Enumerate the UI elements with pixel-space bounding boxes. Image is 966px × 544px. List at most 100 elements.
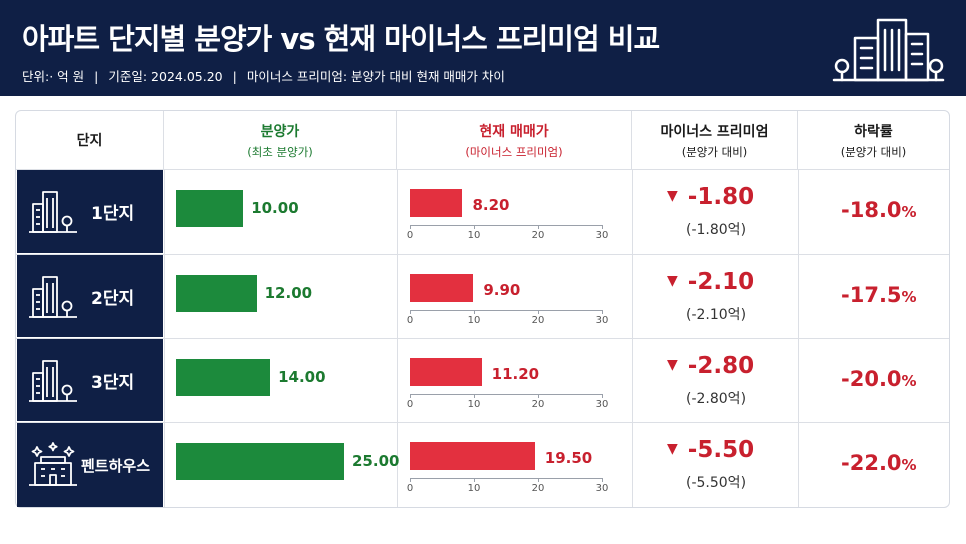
drop-rate-number: -18.0 <box>841 198 902 222</box>
presale-value: 14.00 <box>278 368 326 386</box>
presale-bar <box>176 359 271 396</box>
current-price-bar <box>410 189 463 217</box>
building-icon <box>27 273 79 325</box>
minus-premium-value: ▼ -2.80 <box>667 353 787 379</box>
col-header-premium: 마이너스 프리미엄 (분양가 대비) <box>632 111 798 169</box>
drop-rate: -22.0% <box>841 451 917 475</box>
drop-rate-number: -20.0 <box>841 367 902 391</box>
axis-tick-label: 30 <box>595 230 609 241</box>
col-header-current: 현재 매매가 (마이너스 프리미엄) <box>397 111 632 169</box>
subtitle: 단위:· 억 원 | 기준일: 2024.05.20 | 마이너스 프리미엄: 분양가 … <box>22 69 505 84</box>
axis-tick <box>474 394 475 398</box>
percent-sign: % <box>901 456 917 474</box>
minus-premium-value: ▼ -5.50 <box>667 437 787 463</box>
current-axis-line <box>410 394 602 395</box>
drop-rate-number: -22.0 <box>841 451 902 475</box>
drop-rate-number: -17.5 <box>841 283 902 307</box>
current-price-bar <box>410 274 474 302</box>
presale-value: 25.00 <box>352 452 400 470</box>
presale-bar <box>176 275 257 312</box>
axis-tick-label: 0 <box>406 483 414 494</box>
complex-name: 3단지 <box>91 372 135 393</box>
minus-premium-subtext: (-5.50억) <box>686 475 747 491</box>
axis-tick-label: 30 <box>595 399 609 410</box>
axis-tick-label: 10 <box>467 399 481 410</box>
page-title: 아파트 단지별 분양가 vs 현재 마이너스 프리미엄 비교 <box>22 22 660 56</box>
axis-tick-label: 20 <box>531 399 545 410</box>
current-price-value: 8.20 <box>472 196 510 214</box>
col-header-rate: 하락률 (분양가 대비) <box>840 123 907 159</box>
minus-premium-subtext: (-2.10억) <box>686 307 747 323</box>
complex-cell: 1단지 <box>17 170 163 253</box>
col-header-complex: 단지 <box>16 111 164 169</box>
date-label: 기준일: 2024.05.20 <box>108 69 223 84</box>
drop-rate: -18.0% <box>841 198 917 222</box>
unit-label: 단위:· 억 원 <box>22 69 85 84</box>
header: 아파트 단지별 분양가 vs 현재 마이너스 프리미엄 비교 단위:· 억 원 |… <box>0 0 966 96</box>
building-icon <box>27 357 79 409</box>
current-price-bar <box>410 358 482 386</box>
row-divider <box>16 169 949 170</box>
axis-tick <box>538 478 539 482</box>
down-arrow-icon: ▼ <box>667 441 678 457</box>
axis-tick <box>538 225 539 229</box>
minus-premium-subtext: (-1.80억) <box>686 222 747 238</box>
presale-bar <box>176 190 244 227</box>
current-price-bar <box>410 442 535 470</box>
percent-sign: % <box>901 203 917 221</box>
axis-tick <box>410 225 411 229</box>
axis-tick <box>410 310 411 314</box>
axis-tick <box>538 394 539 398</box>
current-price-value: 9.90 <box>483 281 521 299</box>
definition-label: 마이너스 프리미엄: 분양가 대비 현재 매매가 차이 <box>246 69 505 84</box>
current-axis-line <box>410 478 602 479</box>
axis-tick-label: 20 <box>531 315 545 326</box>
axis-tick <box>474 478 475 482</box>
axis-tick <box>538 310 539 314</box>
current-axis-line <box>410 310 602 311</box>
comparison-table: 단지 분양가 (최초 분양가) 현재 매매가 (마이너스 프리미엄) 마이너스 … <box>15 110 950 508</box>
axis-tick <box>602 394 603 398</box>
row-divider <box>16 254 949 255</box>
current-price-value: 19.50 <box>544 449 593 467</box>
axis-tick-label: 30 <box>595 483 609 494</box>
row-divider <box>16 422 949 423</box>
penthouse-icon <box>27 441 79 493</box>
complex-name: 2단지 <box>91 288 135 309</box>
axis-tick-label: 10 <box>467 483 481 494</box>
down-arrow-icon: ▼ <box>667 357 678 373</box>
minus-premium-subtext: (-2.80억) <box>686 391 747 407</box>
minus-premium-number: -2.80 <box>687 353 755 379</box>
presale-bar <box>176 443 344 480</box>
axis-tick <box>474 310 475 314</box>
minus-premium-number: -5.50 <box>687 437 755 463</box>
building-icon <box>27 188 79 240</box>
minus-premium-value: ▼ -2.10 <box>667 269 787 295</box>
down-arrow-icon: ▼ <box>667 188 678 204</box>
axis-tick <box>602 310 603 314</box>
city-buildings-icon <box>832 18 945 82</box>
complex-cell: 펜트하우스 <box>17 423 163 507</box>
row-divider <box>16 338 949 339</box>
drop-rate: -17.5% <box>841 283 917 307</box>
minus-premium-value: ▼ -1.80 <box>667 184 787 210</box>
axis-tick <box>410 478 411 482</box>
complex-name: 1단지 <box>91 204 135 224</box>
col-header-presale: 분양가 (최초 분양가) <box>164 111 397 169</box>
drop-rate: -20.0% <box>841 367 917 391</box>
axis-tick-label: 10 <box>467 230 481 241</box>
axis-tick <box>602 225 603 229</box>
complex-cell: 3단지 <box>17 339 163 421</box>
axis-tick-label: 0 <box>406 315 414 326</box>
presale-value: 10.00 <box>251 199 299 217</box>
axis-tick <box>410 394 411 398</box>
current-axis-line <box>410 225 602 226</box>
current-price-value: 11.20 <box>491 365 540 383</box>
axis-tick-label: 10 <box>467 315 481 326</box>
presale-value: 12.00 <box>264 284 313 302</box>
axis-tick <box>474 225 475 229</box>
percent-sign: % <box>901 372 917 390</box>
axis-tick-label: 0 <box>406 230 414 241</box>
axis-tick-label: 0 <box>406 399 414 410</box>
percent-sign: % <box>901 288 917 306</box>
